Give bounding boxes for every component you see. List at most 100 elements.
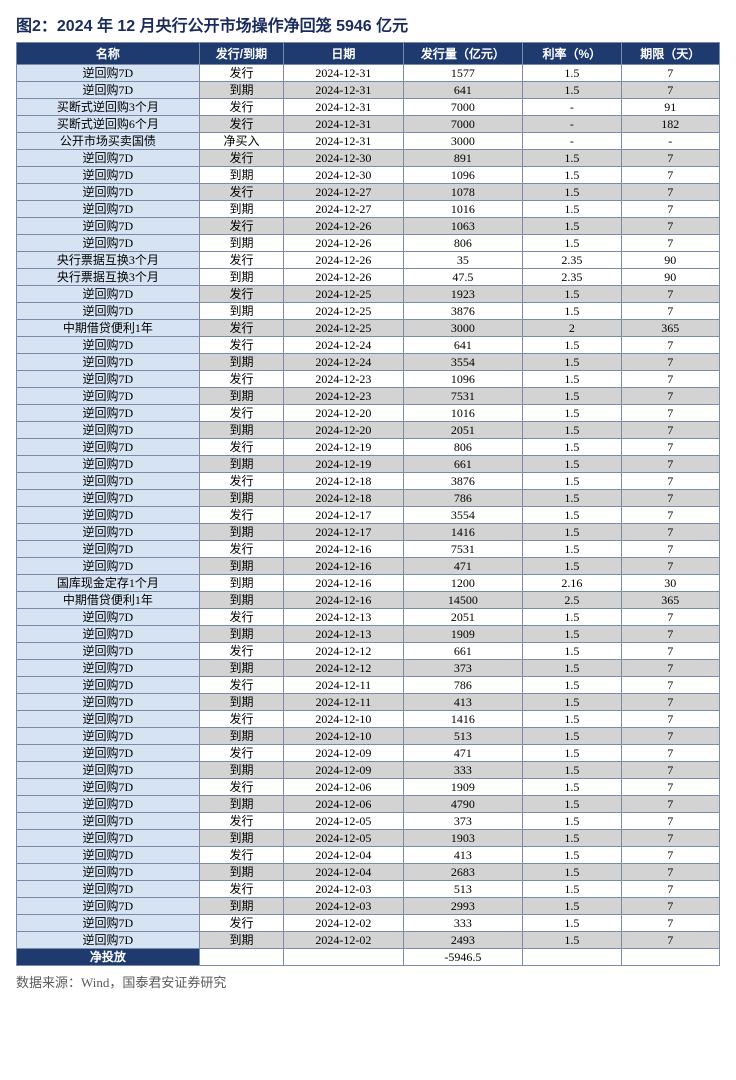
table-row: 逆回购7D发行2024-12-2519231.57 <box>17 286 720 303</box>
cell-date: 2024-12-05 <box>284 830 404 847</box>
cell-rate: 2 <box>523 320 621 337</box>
table-row: 逆回购7D到期2024-12-196611.57 <box>17 456 720 473</box>
cell-name: 央行票据互换3个月 <box>17 252 200 269</box>
cell-amount: 2683 <box>403 864 523 881</box>
table-row: 中期借贷便利1年发行2024-12-2530002365 <box>17 320 720 337</box>
cell-amount: 2493 <box>403 932 523 949</box>
cell-date: 2024-12-19 <box>284 456 404 473</box>
cell-term: 7 <box>621 184 719 201</box>
cell-date: 2024-12-11 <box>284 694 404 711</box>
cell-name: 逆回购7D <box>17 796 200 813</box>
cell-amount: 641 <box>403 337 523 354</box>
cell-type: 发行 <box>199 150 283 167</box>
cell-amount: 7531 <box>403 388 523 405</box>
table-row: 逆回购7D到期2024-12-123731.57 <box>17 660 720 677</box>
cell-rate: 1.5 <box>523 932 621 949</box>
cell-name: 逆回购7D <box>17 932 200 949</box>
cell-type: 发行 <box>199 116 283 133</box>
cell-amount: 471 <box>403 745 523 762</box>
cell-date: 2024-12-18 <box>284 473 404 490</box>
table-row: 逆回购7D发行2024-12-1675311.57 <box>17 541 720 558</box>
cell-amount: 3876 <box>403 473 523 490</box>
cell-amount: 1078 <box>403 184 523 201</box>
cell-term: 7 <box>621 932 719 949</box>
summary-value: -5946.5 <box>403 949 523 966</box>
cell-date: 2024-12-04 <box>284 864 404 881</box>
cell-date: 2024-12-13 <box>284 626 404 643</box>
cell-rate: 1.5 <box>523 677 621 694</box>
cell-term: 365 <box>621 592 719 609</box>
cell-date: 2024-12-02 <box>284 915 404 932</box>
cell-type: 到期 <box>199 490 283 507</box>
cell-term: 7 <box>621 881 719 898</box>
cell-rate: 1.5 <box>523 490 621 507</box>
table-row: 央行票据互换3个月发行2024-12-26352.3590 <box>17 252 720 269</box>
cell-name: 逆回购7D <box>17 779 200 796</box>
cell-term: 182 <box>621 116 719 133</box>
cell-term: 90 <box>621 252 719 269</box>
cell-amount: 3000 <box>403 320 523 337</box>
cell-term: 7 <box>621 337 719 354</box>
cell-type: 到期 <box>199 524 283 541</box>
cell-date: 2024-12-23 <box>284 388 404 405</box>
cell-name: 逆回购7D <box>17 898 200 915</box>
cell-name: 央行票据互换3个月 <box>17 269 200 286</box>
cell-date: 2024-12-31 <box>284 65 404 82</box>
cell-rate: 1.5 <box>523 456 621 473</box>
cell-type: 到期 <box>199 269 283 286</box>
cell-rate: 1.5 <box>523 184 621 201</box>
cell-date: 2024-12-30 <box>284 167 404 184</box>
cell-term: 7 <box>621 558 719 575</box>
cell-amount: 2051 <box>403 609 523 626</box>
cell-amount: 1016 <box>403 405 523 422</box>
cell-name: 逆回购7D <box>17 286 200 303</box>
cell-term: 7 <box>621 813 719 830</box>
cell-type: 到期 <box>199 167 283 184</box>
cell-name: 逆回购7D <box>17 881 200 898</box>
table-row: 逆回购7D到期2024-12-2710161.57 <box>17 201 720 218</box>
table-row: 逆回购7D到期2024-12-105131.57 <box>17 728 720 745</box>
cell-rate: 1.5 <box>523 337 621 354</box>
cell-term: 7 <box>621 660 719 677</box>
summary-blank <box>284 949 404 966</box>
cell-rate: 1.5 <box>523 745 621 762</box>
cell-date: 2024-12-17 <box>284 524 404 541</box>
cell-amount: 1577 <box>403 65 523 82</box>
cell-date: 2024-12-25 <box>284 286 404 303</box>
cell-amount: 373 <box>403 660 523 677</box>
cell-date: 2024-12-03 <box>284 881 404 898</box>
cell-amount: 641 <box>403 82 523 99</box>
cell-date: 2024-12-10 <box>284 728 404 745</box>
table-row: 买断式逆回购6个月发行2024-12-317000-182 <box>17 116 720 133</box>
table-row: 逆回购7D发行2024-12-053731.57 <box>17 813 720 830</box>
cell-rate: 1.5 <box>523 524 621 541</box>
col-header-amount: 发行量（亿元） <box>403 43 523 65</box>
cell-date: 2024-12-16 <box>284 592 404 609</box>
table-header-row: 名称 发行/到期 日期 发行量（亿元） 利率（%） 期限（天） <box>17 43 720 65</box>
table-row: 逆回购7D到期2024-12-1714161.57 <box>17 524 720 541</box>
cell-name: 买断式逆回购6个月 <box>17 116 200 133</box>
cell-date: 2024-12-06 <box>284 779 404 796</box>
table-row: 逆回购7D发行2024-12-2610631.57 <box>17 218 720 235</box>
cell-amount: 3554 <box>403 507 523 524</box>
cell-rate: 1.5 <box>523 473 621 490</box>
cell-term: 7 <box>621 422 719 439</box>
table-row: 逆回购7D发行2024-12-308911.57 <box>17 150 720 167</box>
cell-date: 2024-12-11 <box>284 677 404 694</box>
cell-type: 发行 <box>199 65 283 82</box>
cell-name: 逆回购7D <box>17 456 200 473</box>
cell-type: 到期 <box>199 592 283 609</box>
cell-term: 30 <box>621 575 719 592</box>
cell-rate: 1.5 <box>523 167 621 184</box>
cell-term: 7 <box>621 864 719 881</box>
cell-amount: 333 <box>403 915 523 932</box>
table-row: 逆回购7D发行2024-12-023331.57 <box>17 915 720 932</box>
cell-name: 逆回购7D <box>17 864 200 881</box>
cell-amount: 413 <box>403 847 523 864</box>
cell-rate: 2.16 <box>523 575 621 592</box>
cell-date: 2024-12-27 <box>284 184 404 201</box>
cell-rate: 1.5 <box>523 796 621 813</box>
cell-rate: 1.5 <box>523 371 621 388</box>
cell-type: 到期 <box>199 201 283 218</box>
cell-date: 2024-12-06 <box>284 796 404 813</box>
